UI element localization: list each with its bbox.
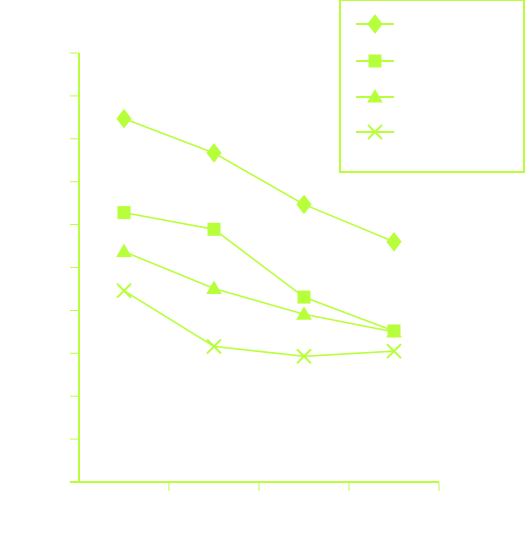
series-2-point-2: [207, 222, 221, 236]
series-3-point-1: [116, 243, 132, 258]
series-4: [116, 282, 402, 365]
series-4-point-4-stroke-b: [386, 343, 402, 359]
series-2-point-1: [117, 206, 131, 220]
series-4-point-4: [386, 343, 402, 359]
legend-item-1-marker: [367, 14, 383, 34]
series-3: [116, 243, 402, 338]
legend: [339, 0, 525, 173]
series-4-point-1: [116, 282, 132, 299]
series-3-point-2: [206, 280, 222, 295]
legend-box: [339, 0, 525, 173]
series-3-line: [123, 250, 395, 333]
series-4-point-2-stroke-b: [206, 338, 222, 355]
legend-item-2-marker: [368, 54, 382, 68]
series-4-line: [123, 289, 395, 358]
series-1-point-4: [386, 231, 402, 252]
axes: [70, 52, 440, 491]
series-1-point-3: [296, 194, 312, 215]
series-1-point-1: [116, 108, 132, 129]
series-2-line: [123, 211, 395, 332]
legend-item-4-marker: [367, 124, 383, 140]
series-1-point-2: [206, 143, 222, 163]
series-4-point-3: [296, 348, 312, 365]
series-3-point-4: [386, 323, 402, 338]
legend-item-3: [356, 89, 394, 103]
legend-item-1: [356, 14, 394, 34]
legend-item-4: [356, 124, 394, 140]
legend-item-3-marker: [367, 89, 383, 103]
series-4-point-2: [206, 338, 222, 355]
legend-item-2: [356, 54, 394, 68]
series-layer: [116, 108, 402, 365]
series-1-line: [123, 117, 395, 243]
legend-item-4-marker-stroke-b: [367, 124, 383, 140]
series-4-point-1-stroke-b: [116, 282, 132, 299]
series-3-point-3: [296, 306, 312, 320]
series-4-point-3-stroke-b: [296, 348, 312, 365]
series-1: [116, 108, 402, 252]
series-2-point-3: [297, 290, 311, 304]
